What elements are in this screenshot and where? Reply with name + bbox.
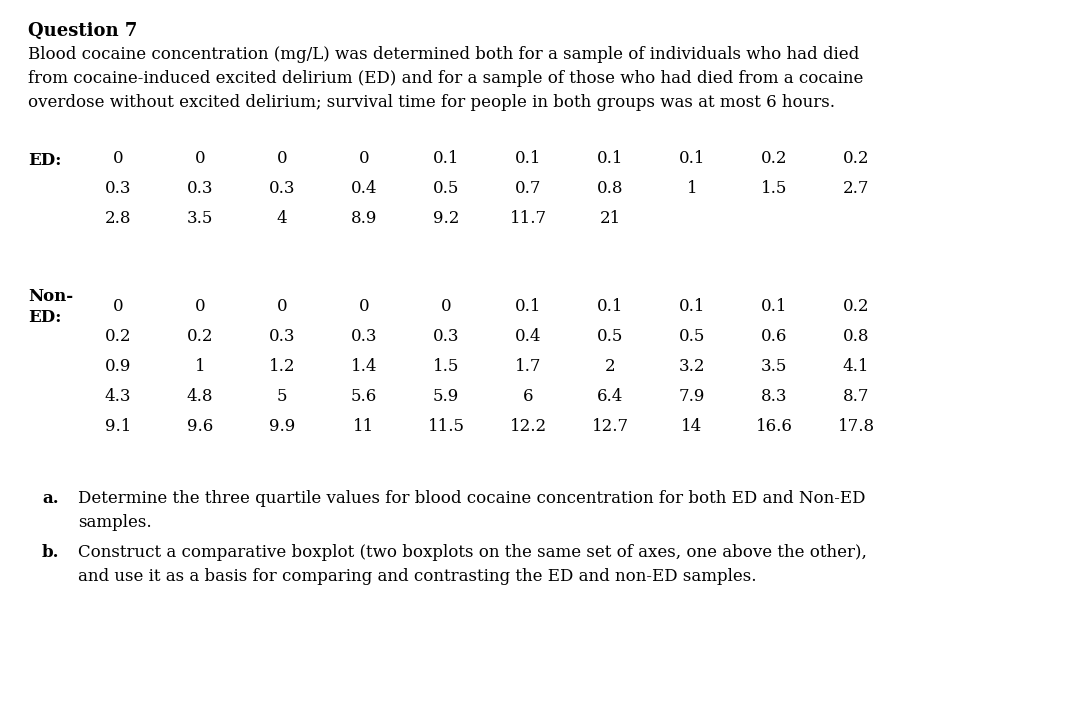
Text: 0.1: 0.1 — [760, 298, 787, 315]
Text: 0.2: 0.2 — [842, 150, 869, 167]
Text: 0: 0 — [359, 298, 369, 315]
Text: 0.5: 0.5 — [433, 180, 459, 197]
Text: 1.4: 1.4 — [351, 358, 377, 375]
Text: 0: 0 — [359, 150, 369, 167]
Text: 0.8: 0.8 — [842, 328, 869, 345]
Text: 0.2: 0.2 — [105, 328, 132, 345]
Text: 0.1: 0.1 — [515, 298, 541, 315]
Text: 1.2: 1.2 — [269, 358, 295, 375]
Text: overdose without excited delirium; survival time for people in both groups was a: overdose without excited delirium; survi… — [28, 94, 835, 111]
Text: 4.3: 4.3 — [105, 388, 132, 405]
Text: 11.5: 11.5 — [428, 418, 464, 435]
Text: 0.1: 0.1 — [597, 298, 623, 315]
Text: 6.4: 6.4 — [597, 388, 623, 405]
Text: 16.6: 16.6 — [756, 418, 793, 435]
Text: b.: b. — [42, 544, 59, 561]
Text: 0.7: 0.7 — [515, 180, 541, 197]
Text: 0: 0 — [194, 150, 205, 167]
Text: 0.3: 0.3 — [269, 180, 295, 197]
Text: 4.8: 4.8 — [187, 388, 213, 405]
Text: 0.2: 0.2 — [760, 150, 787, 167]
Text: 0: 0 — [112, 298, 123, 315]
Text: 0.5: 0.5 — [597, 328, 623, 345]
Text: 2.7: 2.7 — [842, 180, 869, 197]
Text: 0.5: 0.5 — [679, 328, 705, 345]
Text: 2.8: 2.8 — [105, 210, 132, 227]
Text: 9.1: 9.1 — [105, 418, 131, 435]
Text: Determine the three quartile values for blood cocaine concentration for both ED : Determine the three quartile values for … — [78, 490, 865, 507]
Text: 12.2: 12.2 — [510, 418, 546, 435]
Text: ED:: ED: — [28, 152, 62, 169]
Text: 8.9: 8.9 — [351, 210, 377, 227]
Text: 0: 0 — [112, 150, 123, 167]
Text: Construct a comparative boxplot (two boxplots on the same set of axes, one above: Construct a comparative boxplot (two box… — [78, 544, 867, 561]
Text: 3.2: 3.2 — [678, 358, 705, 375]
Text: 0: 0 — [194, 298, 205, 315]
Text: 0.2: 0.2 — [842, 298, 869, 315]
Text: 0.4: 0.4 — [351, 180, 377, 197]
Text: 0.3: 0.3 — [351, 328, 377, 345]
Text: 17.8: 17.8 — [837, 418, 875, 435]
Text: 0.3: 0.3 — [269, 328, 295, 345]
Text: 6: 6 — [523, 388, 534, 405]
Text: 8.7: 8.7 — [842, 388, 869, 405]
Text: 4: 4 — [276, 210, 287, 227]
Text: Question 7: Question 7 — [28, 22, 137, 40]
Text: 1.5: 1.5 — [433, 358, 459, 375]
Text: 21: 21 — [599, 210, 621, 227]
Text: 0.3: 0.3 — [105, 180, 132, 197]
Text: 11: 11 — [353, 418, 375, 435]
Text: ED:: ED: — [28, 309, 62, 326]
Text: 0.1: 0.1 — [678, 298, 705, 315]
Text: 14: 14 — [681, 418, 703, 435]
Text: 5: 5 — [276, 388, 287, 405]
Text: 0.4: 0.4 — [515, 328, 541, 345]
Text: 0.9: 0.9 — [105, 358, 131, 375]
Text: 2: 2 — [605, 358, 616, 375]
Text: 0.6: 0.6 — [760, 328, 787, 345]
Text: 9.6: 9.6 — [187, 418, 213, 435]
Text: 0: 0 — [276, 150, 287, 167]
Text: Blood cocaine concentration (mg/L) was determined both for a sample of individua: Blood cocaine concentration (mg/L) was d… — [28, 46, 860, 63]
Text: 1: 1 — [687, 180, 698, 197]
Text: a.: a. — [42, 490, 58, 507]
Text: 0.3: 0.3 — [433, 328, 459, 345]
Text: 1.5: 1.5 — [760, 180, 787, 197]
Text: 0.2: 0.2 — [187, 328, 213, 345]
Text: 0: 0 — [441, 298, 451, 315]
Text: 4.1: 4.1 — [842, 358, 869, 375]
Text: 3.5: 3.5 — [187, 210, 213, 227]
Text: 11.7: 11.7 — [510, 210, 546, 227]
Text: 5.6: 5.6 — [351, 388, 377, 405]
Text: 7.9: 7.9 — [679, 388, 705, 405]
Text: 9.9: 9.9 — [269, 418, 295, 435]
Text: 1.7: 1.7 — [515, 358, 541, 375]
Text: 0.3: 0.3 — [187, 180, 213, 197]
Text: 1: 1 — [194, 358, 205, 375]
Text: and use it as a basis for comparing and contrasting the ED and non-ED samples.: and use it as a basis for comparing and … — [78, 568, 756, 585]
Text: 0.1: 0.1 — [597, 150, 623, 167]
Text: 0.1: 0.1 — [433, 150, 459, 167]
Text: from cocaine-induced excited delirium (ED) and for a sample of those who had die: from cocaine-induced excited delirium (E… — [28, 70, 863, 87]
Text: 5.9: 5.9 — [433, 388, 459, 405]
Text: 9.2: 9.2 — [433, 210, 459, 227]
Text: 0: 0 — [276, 298, 287, 315]
Text: Non-: Non- — [28, 288, 73, 305]
Text: 0.1: 0.1 — [678, 150, 705, 167]
Text: 3.5: 3.5 — [760, 358, 787, 375]
Text: 0.1: 0.1 — [515, 150, 541, 167]
Text: 0.8: 0.8 — [597, 180, 623, 197]
Text: 8.3: 8.3 — [760, 388, 787, 405]
Text: samples.: samples. — [78, 514, 151, 531]
Text: 12.7: 12.7 — [592, 418, 629, 435]
